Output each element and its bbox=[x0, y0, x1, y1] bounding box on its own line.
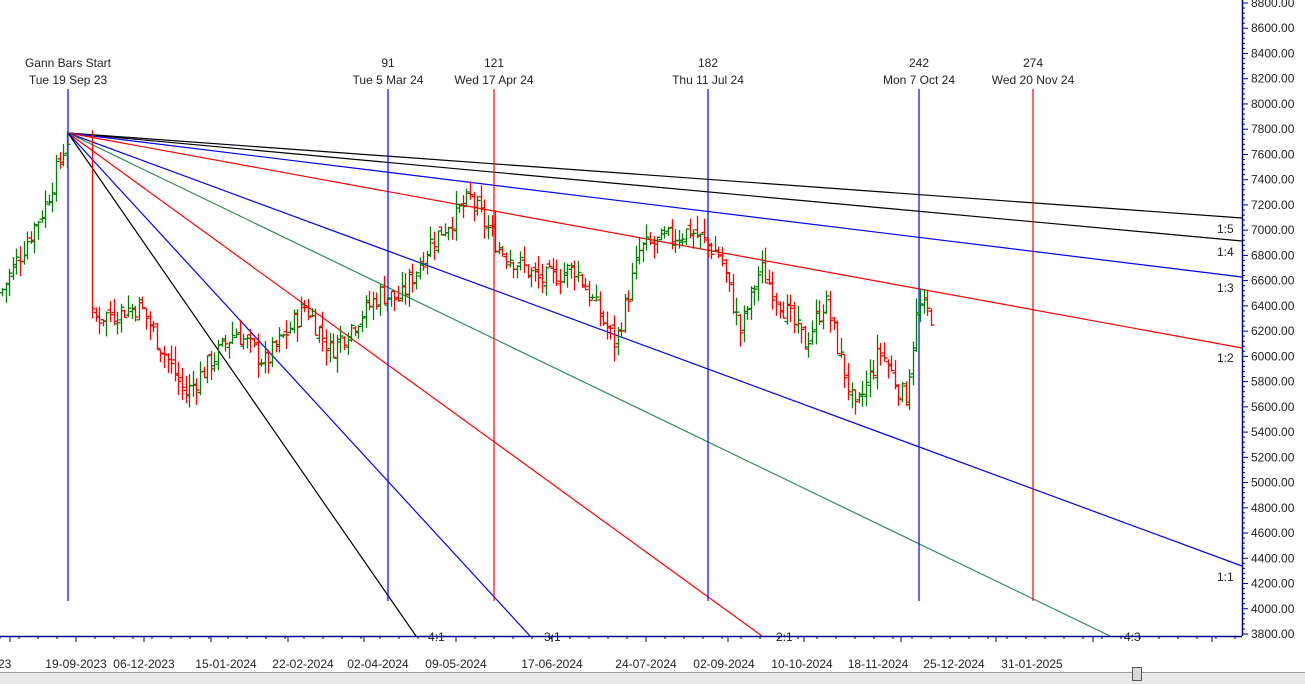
gann-start-date: Tue 19 Sep 23 bbox=[29, 73, 108, 87]
date-tick-label: 15-01-2024 bbox=[195, 657, 257, 671]
ratio-label: 1:2 bbox=[1217, 351, 1234, 365]
date-tick-label: 25-12-2024 bbox=[923, 657, 985, 671]
price-tick-label: 6000.00 bbox=[1251, 349, 1295, 363]
date-tick-label: 06-12-2023 bbox=[113, 657, 175, 671]
ratio-label: 1:1 bbox=[1217, 570, 1234, 584]
date-tick-label: 02-04-2024 bbox=[347, 657, 409, 671]
price-tick-label: 8000.00 bbox=[1251, 97, 1295, 111]
date-tick-label: 24-07-2024 bbox=[615, 657, 677, 671]
price-bars bbox=[0, 130, 935, 415]
price-tick-label: 7600.00 bbox=[1251, 147, 1295, 161]
price-tick-label: 6600.00 bbox=[1251, 274, 1295, 288]
price-tick-label: 7400.00 bbox=[1251, 173, 1295, 187]
date-tick-label: 10-10-2024 bbox=[771, 657, 833, 671]
date-axis[interactable]: 23 19-09-2023 06-12-2023 15-01-2024 22-02-20… bbox=[0, 635, 1242, 671]
date-tick-label: 23 bbox=[0, 657, 12, 671]
price-tick-label: 7000.00 bbox=[1251, 223, 1295, 237]
date-tick-label: 02-09-2024 bbox=[693, 657, 755, 671]
horizontal-scrollbar[interactable] bbox=[0, 667, 1305, 684]
price-tick-label: 7800.00 bbox=[1251, 122, 1295, 136]
gann-line-4-3 bbox=[67, 132, 1111, 637]
gann-fan-lines bbox=[67, 132, 1243, 637]
price-tick-label: 4800.00 bbox=[1251, 501, 1295, 515]
time-marker-date: Mon 7 Oct 24 bbox=[883, 73, 955, 87]
gann-line-2-1 bbox=[67, 132, 763, 637]
gann-line-1-3 bbox=[67, 132, 1243, 278]
price-axis[interactable]: 8800.00 8600.00 8400.00 8200.00 8000.00 7800.… bbox=[1241, 0, 1295, 641]
gann-line-1-4 bbox=[67, 132, 1243, 242]
gann-ratio-labels: 1:51:41:31:21:14:32:13:14:1 bbox=[428, 222, 1234, 644]
date-tick-label: 19-09-2023 bbox=[45, 657, 107, 671]
price-tick-label: 3800.00 bbox=[1251, 627, 1295, 641]
time-marker-date: Wed 17 Apr 24 bbox=[454, 73, 533, 87]
price-tick-label: 5200.00 bbox=[1251, 450, 1295, 464]
price-tick-label: 4400.00 bbox=[1251, 551, 1295, 565]
price-tick-label: 5400.00 bbox=[1251, 425, 1295, 439]
gann-line-3-1 bbox=[67, 132, 531, 637]
gann-start-label: Gann Bars Start bbox=[25, 56, 112, 70]
scrollbar-thumb[interactable] bbox=[1132, 667, 1142, 681]
time-marker-bars: 242 bbox=[909, 56, 929, 70]
time-marker-date: Tue 5 Mar 24 bbox=[353, 73, 424, 87]
time-marker-labels: Gann Bars Start Tue 19 Sep 23 91 Tue 5 Mar … bbox=[25, 56, 1075, 87]
ratio-label: 1:4 bbox=[1217, 245, 1234, 259]
price-tick-label: 8400.00 bbox=[1251, 46, 1295, 60]
time-marker-bars: 182 bbox=[698, 56, 718, 70]
ratio-label: 1:3 bbox=[1217, 281, 1234, 295]
date-tick-label: 31-01-2025 bbox=[1001, 657, 1063, 671]
date-tick-label: 22-02-2024 bbox=[272, 657, 334, 671]
time-marker-lines bbox=[67, 89, 1034, 601]
price-tick-label: 8200.00 bbox=[1251, 72, 1295, 86]
price-tick-label: 5800.00 bbox=[1251, 375, 1295, 389]
price-tick-label: 4000.00 bbox=[1251, 602, 1295, 616]
price-tick-label: 4200.00 bbox=[1251, 577, 1295, 591]
price-tick-label: 6800.00 bbox=[1251, 248, 1295, 262]
price-tick-label: 6400.00 bbox=[1251, 299, 1295, 313]
time-marker-date: Thu 11 Jul 24 bbox=[672, 73, 744, 87]
date-tick-label: 18-11-2024 bbox=[848, 657, 909, 671]
ratio-label: 1:5 bbox=[1217, 222, 1234, 236]
gann-line-1-5 bbox=[67, 132, 1243, 219]
date-tick-label: 09-05-2024 bbox=[425, 657, 487, 671]
price-tick-label: 8600.00 bbox=[1251, 21, 1295, 35]
price-tick-label: 5000.00 bbox=[1251, 476, 1295, 490]
gann-line-1-1 bbox=[67, 132, 1243, 567]
time-marker-bars: 121 bbox=[484, 56, 504, 70]
price-tick-label: 7200.00 bbox=[1251, 198, 1295, 212]
price-tick-label: 6200.00 bbox=[1251, 324, 1295, 338]
gann-line-4-1 bbox=[67, 132, 417, 637]
price-tick-label: 5600.00 bbox=[1251, 400, 1295, 414]
time-marker-bars: 91 bbox=[381, 56, 395, 70]
time-marker-date: Wed 20 Nov 24 bbox=[992, 73, 1075, 87]
date-tick-label: 17-06-2024 bbox=[521, 657, 583, 671]
time-marker-bars: 274 bbox=[1023, 56, 1043, 70]
price-tick-label: 4600.00 bbox=[1251, 526, 1295, 540]
price-tick-label: 8800.00 bbox=[1251, 0, 1295, 10]
